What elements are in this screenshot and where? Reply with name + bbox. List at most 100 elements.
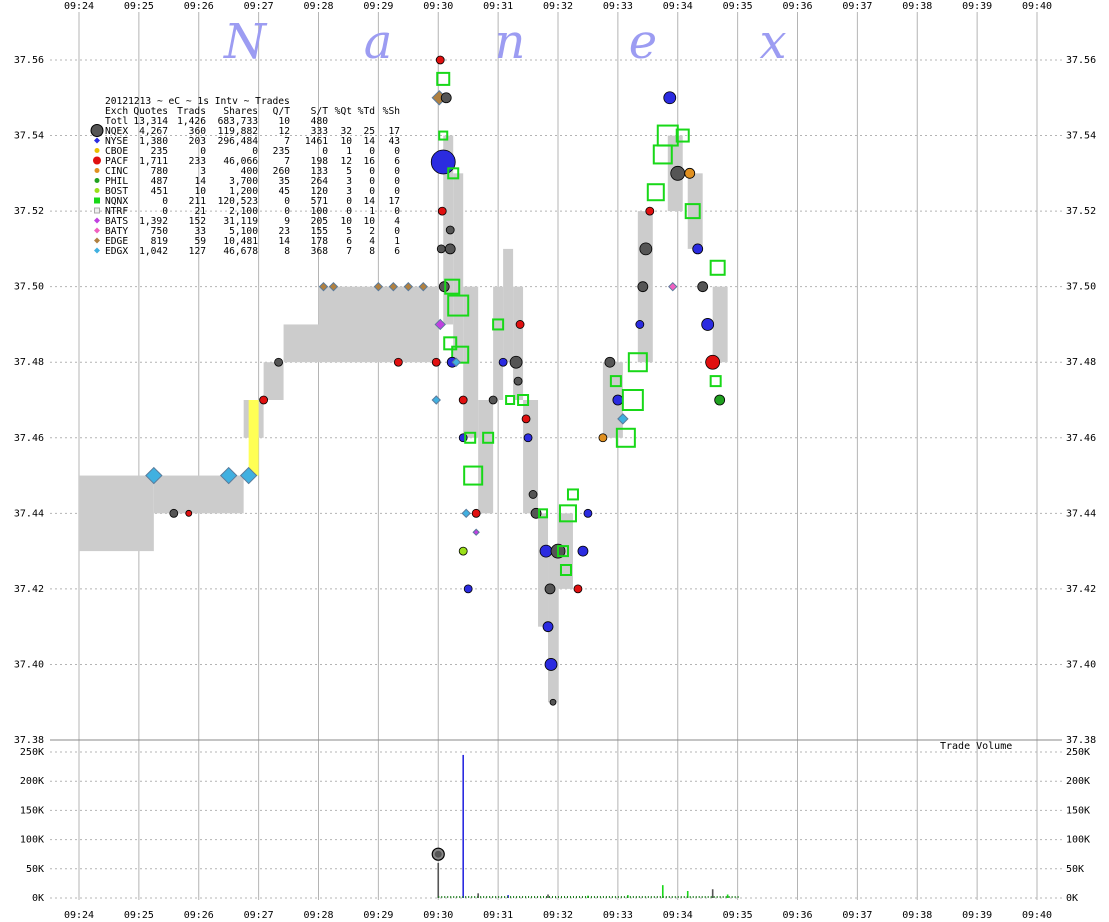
volume-tick (483, 896, 485, 898)
trade-nqex (436, 244, 446, 254)
table-cell: 1,042 (139, 246, 168, 257)
volume-tick (438, 896, 440, 898)
volume-tick (489, 896, 491, 898)
table-cell: 45 (278, 186, 290, 197)
volume-tick (453, 896, 455, 898)
trade-edge (388, 281, 399, 292)
volume-tick (522, 896, 524, 898)
volume-tick (507, 896, 509, 898)
table-cell: 487 (151, 176, 169, 187)
table-cell: 10 (340, 136, 352, 147)
volume-tick (692, 896, 694, 898)
nbbo-band (538, 513, 549, 627)
x-tick-bottom: 09:38 (902, 910, 932, 921)
trade-edgx (239, 466, 258, 485)
table-cell: %Td (358, 106, 375, 117)
table-cell: 750 (151, 226, 169, 237)
axis-labels: 09:24 09:24 09:25 09:25 09:26 09:26 09:27 09:27… (14, 1, 1096, 921)
trade-pacf (645, 206, 655, 216)
volume-tick (641, 896, 643, 898)
table-cell: 1,380 (139, 136, 168, 147)
trade-nqnx (538, 508, 549, 519)
volume-tick (528, 896, 530, 898)
volume-tick (677, 896, 679, 898)
volume-tick (504, 896, 506, 898)
table-cell: 0 (369, 176, 375, 187)
table-cell: 260 (273, 166, 291, 177)
volume-tick (560, 896, 562, 898)
volume-marker-core (434, 850, 442, 858)
x-tick-bottom: 09:26 (184, 910, 214, 921)
nbbo-band (79, 475, 154, 552)
legend-marker-nyse (94, 137, 100, 144)
x-tick-top: 09:29 (363, 1, 393, 12)
table-cell: 100 (311, 206, 329, 217)
table-cell: 4 (394, 216, 400, 227)
trade-phil (714, 394, 726, 406)
trade-bats (472, 528, 480, 536)
table-cell: Quotes (133, 106, 168, 117)
x-tick-top: 09:36 (782, 1, 812, 12)
volume-bar (437, 862, 440, 898)
vol-tick-right: 0K (1066, 893, 1078, 904)
table-cell: NYSE (105, 136, 128, 147)
legend-marker-edge (94, 237, 100, 244)
table-cell: 12 (340, 156, 352, 167)
trade-pacf (458, 395, 468, 405)
trade-markers (145, 55, 726, 706)
volume-tick (710, 896, 712, 898)
table-cell: 0 (162, 206, 168, 217)
volume-tick (546, 896, 548, 898)
volume-tick (650, 896, 652, 898)
trade-pacf (435, 55, 445, 65)
volume-tick (555, 896, 557, 898)
table-cell: 152 (189, 216, 206, 227)
trade-pacf (705, 354, 721, 370)
table-cell: Shares (223, 106, 258, 117)
table-cell: 12 (278, 126, 290, 137)
trade-nqex (445, 225, 455, 235)
y-tick-left: 37.42 (14, 584, 44, 595)
volume-tick (516, 896, 518, 898)
volume-tick (668, 896, 670, 898)
legend-marker-nqex (90, 124, 104, 137)
volume-tick (593, 896, 595, 898)
table-cell: 16 (363, 156, 375, 167)
trade-pacf (515, 320, 525, 329)
x-tick-top: 09:35 (723, 1, 753, 12)
volume-tick (501, 896, 503, 898)
volume-tick (581, 896, 583, 898)
table-cell: 3 (200, 166, 206, 177)
x-tick-top: 09:31 (483, 1, 513, 12)
y-tick-right: 37.44 (1066, 508, 1096, 519)
trade-nqnx (558, 504, 577, 523)
x-tick-bottom: 09:29 (363, 910, 393, 921)
volume-tick (525, 896, 527, 898)
table-cell: 0 (394, 226, 400, 237)
table-cell: 2 (369, 226, 375, 237)
y-tick-right: 37.46 (1066, 433, 1096, 444)
x-tick-bottom: 09:25 (124, 910, 154, 921)
table-cell: 6 (394, 156, 400, 167)
volume-tick (602, 896, 604, 898)
table-cell: 571 (311, 196, 329, 207)
trade-nqnx (627, 352, 648, 373)
legend-marker-ntrf (94, 207, 100, 214)
table-cell: Totl (105, 116, 128, 127)
table-cell: 0 (346, 206, 352, 217)
trade-nyse (430, 149, 456, 175)
table-cell: 10 (194, 186, 206, 197)
volume-tick (626, 896, 628, 898)
table-cell: 178 (311, 236, 329, 247)
trade-pacf (185, 509, 193, 517)
volume-tick (716, 896, 718, 898)
x-tick-top: 09:40 (1022, 1, 1052, 12)
trade-nyse (544, 658, 558, 671)
table-cell: 3,700 (229, 176, 258, 187)
table-cell: 0 (322, 146, 328, 157)
y-tick-left: 37.52 (14, 206, 44, 217)
volume-tick (468, 896, 470, 898)
trade-edge (403, 281, 414, 292)
trade-nyse (635, 320, 645, 329)
table-cell: 400 (241, 166, 259, 177)
